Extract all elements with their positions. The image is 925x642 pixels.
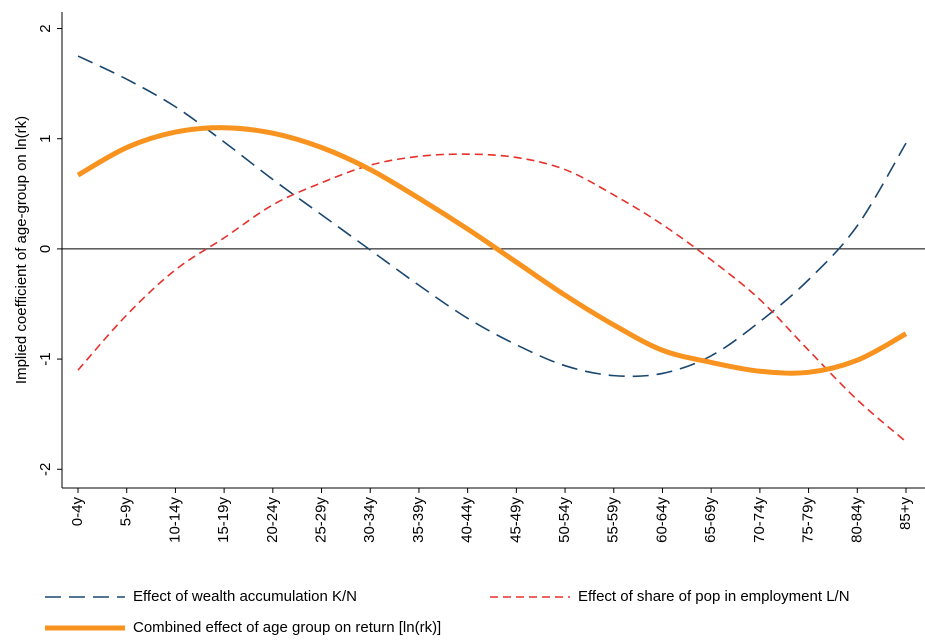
x-tick-label: 35-39y xyxy=(410,497,427,543)
x-tick-label: 5-9y xyxy=(118,497,135,527)
line-series xyxy=(76,125,908,376)
x-tick-label: 75-79y xyxy=(800,497,817,543)
x-tick-label: 25-29y xyxy=(312,497,329,543)
x-tick-label: 30-34y xyxy=(361,497,378,543)
y-tick-label: -1 xyxy=(37,352,54,365)
x-tick-label: 65-69y xyxy=(702,497,719,543)
x-tick-label: 10-14y xyxy=(166,497,183,543)
x-tick-label: 50-54y xyxy=(556,497,573,543)
y-tick-label: -2 xyxy=(37,463,54,476)
y-tick-label: 2 xyxy=(37,24,54,32)
x-tick-label: 0-4y xyxy=(69,497,86,527)
x-tick-label: 60-64y xyxy=(653,497,670,543)
line-series xyxy=(77,55,907,378)
x-tick-label: 20-24y xyxy=(264,497,281,543)
x-tick-label: 70-74y xyxy=(751,497,768,543)
line-series xyxy=(77,153,907,443)
x-tick-label: 40-44y xyxy=(459,497,476,543)
y-axis-label: Implied coefficient of age-group on ln(r… xyxy=(13,116,30,384)
legend-label: Effect of share of pop in employment L/N xyxy=(578,588,850,605)
legend-label: Combined effect of age group on return [… xyxy=(133,619,441,636)
x-tick-label: 80-84y xyxy=(848,497,865,543)
x-tick-label: 85+y xyxy=(897,497,914,530)
x-tick-label: 45-49y xyxy=(507,497,524,543)
y-tick-label: 1 xyxy=(37,135,54,143)
x-tick-label: 15-19y xyxy=(215,497,232,543)
x-tick-label: 55-59y xyxy=(605,497,622,543)
y-tick-label: 0 xyxy=(37,245,54,253)
legend-label: Effect of wealth accumulation K/N xyxy=(133,588,357,605)
